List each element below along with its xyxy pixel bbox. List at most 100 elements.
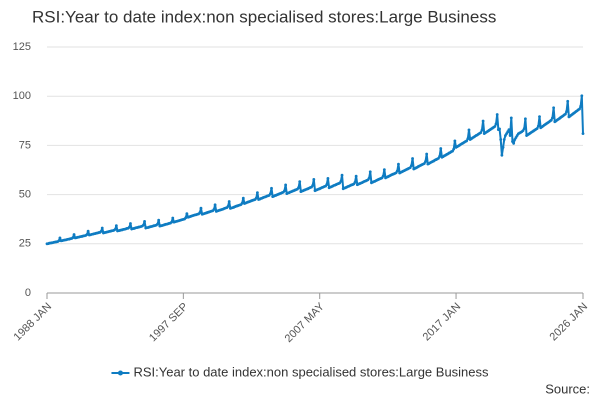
data-point [141, 223, 145, 227]
data-point [129, 222, 132, 225]
x-tick-label: 2017 JAN [421, 301, 464, 344]
data-point [535, 127, 539, 130]
data-point [481, 119, 485, 123]
data-point [507, 128, 511, 132]
data-point [499, 138, 503, 141]
data-point [563, 112, 567, 116]
data-point [411, 157, 414, 160]
data-point [256, 191, 259, 195]
data-point [425, 152, 429, 156]
data-point [566, 99, 570, 103]
data-point [508, 134, 512, 137]
data-point [85, 233, 89, 236]
data-point [438, 155, 441, 158]
data-point [325, 183, 329, 186]
data-point [58, 236, 62, 240]
data-point [312, 178, 316, 181]
data-point [453, 139, 457, 143]
data-point [500, 153, 504, 157]
data-point [170, 220, 173, 224]
data-point [184, 216, 188, 220]
data-point [157, 218, 161, 222]
data-point [268, 192, 272, 196]
data-point [424, 160, 427, 163]
data-point [524, 117, 527, 121]
data-point [339, 180, 343, 183]
data-point [452, 147, 456, 151]
data-point [551, 116, 554, 120]
legend-label: RSI:Year to date index:non specialised s… [133, 364, 489, 379]
data-point [72, 233, 76, 236]
data-point [581, 132, 585, 135]
data-point [501, 145, 505, 149]
data-point [226, 205, 230, 208]
data-point [439, 147, 443, 150]
data-point [509, 116, 513, 120]
series-line [46, 94, 584, 245]
data-point [498, 127, 501, 131]
data-point [100, 226, 104, 230]
data-point [270, 186, 273, 190]
data-point [512, 142, 516, 145]
data-point [493, 125, 497, 128]
y-tick-label: 125 [13, 41, 31, 53]
data-point [565, 110, 568, 113]
data-point [240, 201, 244, 205]
data-point [465, 139, 469, 143]
data-point [538, 115, 541, 119]
data-point [354, 174, 358, 178]
data-point [466, 137, 470, 141]
data-point [199, 206, 203, 210]
data-point [143, 219, 146, 223]
chart-title: RSI:Year to date index:non specialised s… [32, 7, 496, 26]
data-point [502, 138, 506, 141]
data-point [494, 122, 498, 126]
data-point [549, 118, 553, 122]
y-tick-label: 25 [19, 238, 31, 250]
data-point [467, 128, 471, 132]
data-point [127, 225, 131, 229]
source: Source: [545, 381, 590, 396]
data-point [156, 222, 159, 226]
data-point [395, 169, 399, 173]
data-point [311, 184, 315, 187]
data-point [227, 200, 231, 203]
y-tick-label: 75 [19, 139, 31, 151]
y-tick-label: 0 [25, 287, 31, 299]
data-point [580, 94, 584, 98]
legend-marker [117, 370, 123, 376]
x-tick-label: 2007 MAY [283, 300, 328, 345]
data-point [283, 189, 286, 193]
legend: RSI:Year to date index:non specialised s… [111, 364, 489, 379]
data-point [381, 174, 385, 178]
data-point [57, 239, 61, 243]
data-point [212, 208, 216, 211]
data-point [382, 168, 386, 172]
x-tick-label: 1988 JAN [12, 301, 55, 344]
data-point [171, 216, 175, 220]
data-point [409, 164, 413, 168]
data-point [213, 203, 217, 207]
data-point [114, 224, 118, 228]
data-point [71, 236, 75, 240]
x-tick-label: 2026 JAN [548, 301, 591, 344]
data-point [340, 173, 344, 177]
data-point [254, 196, 258, 200]
data-point [99, 230, 103, 233]
data-point [536, 124, 540, 128]
data-point [368, 170, 372, 174]
data-point [298, 180, 302, 184]
data-point [185, 212, 189, 216]
data-point [113, 228, 117, 231]
data-point [353, 180, 357, 184]
data-point [552, 106, 556, 110]
data-point [522, 127, 526, 131]
data-point [198, 211, 202, 215]
data-point [579, 104, 583, 108]
y-tick-label: 100 [13, 90, 31, 102]
data-point [495, 113, 499, 116]
y-tick-label: 50 [19, 189, 31, 201]
data-point [297, 186, 300, 190]
x-tick-label: 1997 SEP [147, 301, 191, 345]
